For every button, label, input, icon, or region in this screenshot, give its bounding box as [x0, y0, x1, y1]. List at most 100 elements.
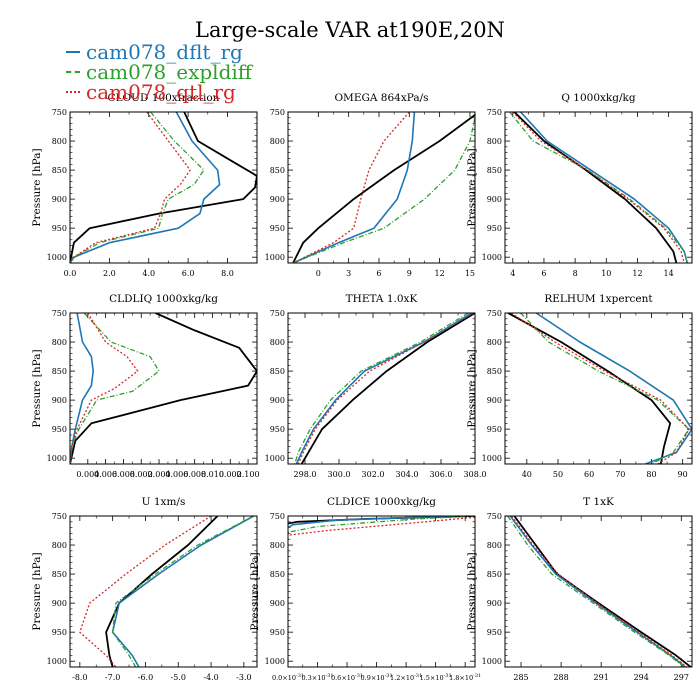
y-axis-label: Pressure [hPa] — [31, 552, 43, 630]
x-tick-label: 304.0 — [396, 470, 419, 479]
panel-1: CLOUD 100xfraction Pressure [hPa] 750 800 85… — [31, 92, 258, 278]
y-tick-label: 800 — [270, 137, 285, 146]
x-tick-label: 15 — [465, 269, 475, 278]
x-tick-exponent: -31 — [326, 673, 334, 679]
series-line-cam078_dflt_rg — [288, 516, 456, 529]
x-tick-label: 40 — [522, 470, 532, 479]
series-line-reference — [513, 112, 678, 263]
panel-7: U 1xm/s Pressure [hPa] 750 800 850 900 950 1000… — [31, 496, 258, 682]
series-line-cam078_expldiff — [509, 112, 688, 263]
panel-6: RELHUM 1xpercent Pressure [hPa] 750 800 850 9… — [466, 293, 693, 479]
plot-frame — [69, 515, 258, 668]
y-tick-label: 800 — [52, 137, 67, 146]
series-line-cam078_qtl_rg — [288, 516, 475, 536]
plot-frame — [287, 312, 476, 465]
x-tick-exponent: -31 — [385, 673, 393, 679]
series-line-reference — [70, 313, 257, 464]
x-tick-label: 0.0×10-31 — [272, 673, 304, 682]
y-tick-label: 900 — [270, 396, 285, 405]
series-line-cam078_expldiff — [70, 313, 160, 464]
x-tick-label: 0.6×10-31 — [331, 673, 363, 682]
x-tick-label: 60 — [584, 470, 594, 479]
x-tick-label: 12 — [632, 269, 642, 278]
x-tick-label: 0.004 — [76, 470, 99, 479]
series-line-cam078_expldiff — [520, 313, 690, 464]
y-tick-label: 800 — [487, 338, 502, 347]
y-tick-label: 800 — [487, 541, 502, 550]
y-tick-label: 800 — [487, 137, 502, 146]
panel-8: CLDICE 1000xkg/kg Pressure [hPa] 750 800 850… — [249, 496, 481, 682]
y-tick-label: 750 — [487, 309, 502, 318]
y-tick-label: 850 — [52, 367, 67, 376]
y-tick-label: 950 — [52, 425, 67, 434]
x-tick-label: 50 — [553, 470, 563, 479]
panel-9: T 1xK Pressure [hPa] 750 800 850 900 950 1000 28… — [466, 496, 693, 682]
x-tick-label: 0.010 — [201, 470, 224, 479]
x-tick-label: -8.0 — [72, 673, 87, 682]
x-tick-label: 14 — [664, 269, 674, 278]
x-tick-label: -5.0 — [171, 673, 186, 682]
x-tick-label: 0.006 — [165, 470, 188, 479]
x-tick-label: 294 — [634, 673, 649, 682]
x-tick-label: 80 — [646, 470, 656, 479]
y-tick-label: 1000 — [47, 253, 67, 262]
panel-2: OMEGA 864xPa/s 750 800 850 900 950 1000 0 3 6 9 12 1… — [265, 92, 476, 278]
y-axis-label: Pressure [hPa] — [31, 349, 43, 427]
legend: cam078_dflt_rg cam078_expldiff cam078_qt… — [66, 40, 252, 104]
y-tick-label: 950 — [52, 628, 67, 637]
y-tick-label: 800 — [52, 338, 67, 347]
legend-swatch-qtl — [66, 91, 80, 93]
y-tick-label: 850 — [487, 166, 502, 175]
x-tick-label: -4.0 — [203, 673, 218, 682]
y-tick-label: 750 — [270, 108, 285, 117]
plot-frame — [287, 111, 476, 264]
x-tick-label: 10 — [601, 269, 611, 278]
panel-title: U 1xm/s — [142, 496, 186, 508]
y-tick-label: 1000 — [265, 253, 285, 262]
panel-4: CLDLIQ 1000xkg/kg Pressure [hPa] 750 800 850… — [31, 293, 260, 479]
figure-title: Large-scale VAR at190E,20N — [195, 18, 505, 42]
x-tick-label: 9 — [407, 269, 412, 278]
y-tick-label: 900 — [487, 599, 502, 608]
x-tick-label: 1.8×10-31 — [449, 673, 481, 682]
series-line-cam078_dflt_rg — [292, 112, 416, 263]
panel-5: THETA 1.0xK 750 800 850 900 950 1000 298.0 300.0… — [265, 293, 487, 479]
legend-item-qtl: cam078_qtl_rg — [66, 80, 252, 104]
x-tick-label: 3 — [346, 269, 351, 278]
x-tick-label: 0.004 — [148, 470, 171, 479]
x-tick-label: 306.0 — [430, 470, 453, 479]
x-tick-label: 298.0 — [294, 470, 317, 479]
y-tick-label: 900 — [52, 195, 67, 204]
x-tick-label: 0.006 — [94, 470, 117, 479]
plot-frame — [69, 111, 258, 264]
x-tick-label: 0.008 — [183, 470, 206, 479]
panel-title: CLOUD 100xfraction — [108, 92, 220, 104]
x-tick-label: 70 — [615, 470, 625, 479]
y-tick-label: 800 — [270, 338, 285, 347]
y-tick-label: 750 — [487, 512, 502, 521]
y-tick-label: 1000 — [47, 454, 67, 463]
legend-item-dflt: cam078_dflt_rg — [66, 40, 252, 64]
x-tick-label: 285 — [513, 673, 528, 682]
y-axis-label: Pressure [hPa] — [249, 552, 261, 630]
y-tick-label: 1000 — [482, 657, 502, 666]
x-tick-label: 0.002 — [219, 470, 242, 479]
y-tick-label: 950 — [270, 425, 285, 434]
x-tick-label: 0.100 — [237, 470, 260, 479]
x-tick-exponent: -31 — [296, 673, 304, 679]
y-tick-label: 950 — [487, 224, 502, 233]
y-tick-label: 800 — [52, 541, 67, 550]
legend-label-qtl: cam078_qtl_rg — [86, 80, 236, 104]
x-tick-label: 8 — [573, 269, 578, 278]
legend-item-expldiff: cam078_expldiff — [66, 60, 252, 84]
y-tick-label: 1000 — [265, 454, 285, 463]
x-tick-label: 300.0 — [328, 470, 351, 479]
series-line-cam078_qtl_rg — [70, 313, 139, 464]
plot-frame — [504, 515, 693, 668]
x-tick-label: 302.0 — [362, 470, 385, 479]
plot-frame — [504, 312, 693, 465]
plot-frame — [69, 312, 258, 465]
y-tick-label: 750 — [52, 512, 67, 521]
x-tick-label: 0.3×10-31 — [301, 673, 333, 682]
